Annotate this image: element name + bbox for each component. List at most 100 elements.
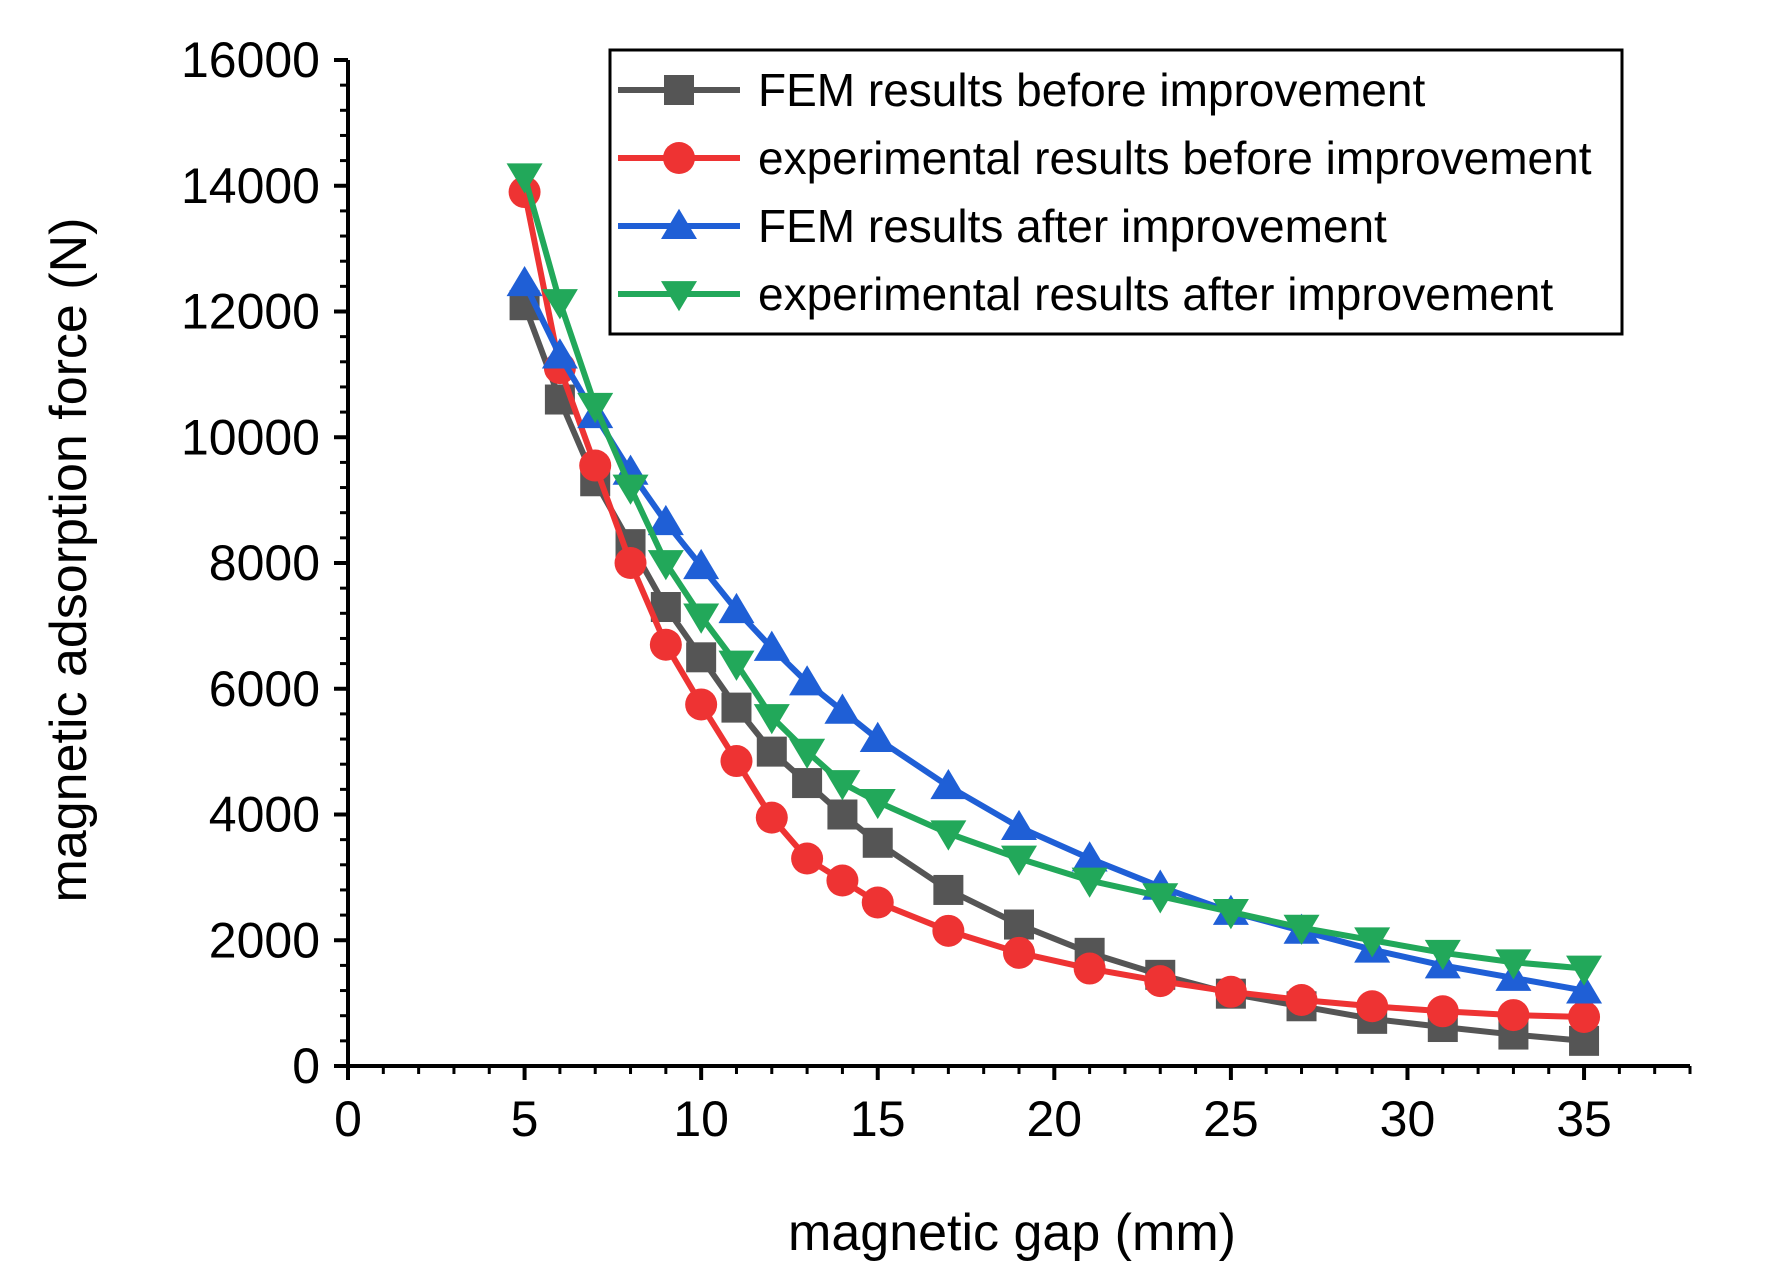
x-tick-label: 20 <box>1027 1091 1083 1147</box>
series-3-point <box>506 265 543 297</box>
y-tick-label: 8000 <box>209 535 320 591</box>
series-4-point <box>753 704 790 735</box>
series-3-point <box>753 630 790 661</box>
series-1-point <box>721 692 752 723</box>
series-4-point <box>824 770 861 801</box>
legend-item-2: experimental results before improvement <box>618 132 1592 184</box>
series-4-point <box>789 738 826 769</box>
legend-item-3: FEM results after improvement <box>618 200 1387 252</box>
series-1-point <box>1004 909 1034 940</box>
legend-item-1: FEM results before improvement <box>618 64 1425 116</box>
series-4-point <box>541 289 578 320</box>
series-4-point <box>506 163 543 194</box>
series-2-point <box>1003 936 1035 969</box>
series-3-point <box>930 768 967 800</box>
series-2-point <box>579 449 612 482</box>
series-4-point <box>718 650 755 681</box>
series-4-point <box>612 474 649 505</box>
x-tick-label: 25 <box>1203 1091 1259 1147</box>
series-4-point <box>1071 867 1108 898</box>
y-tick-label: 10000 <box>181 409 320 465</box>
series-2-point <box>932 914 965 947</box>
series-4-point <box>647 550 684 581</box>
legend-item-1-label: FEM results before improvement <box>758 64 1425 116</box>
series-group <box>506 163 1603 1056</box>
series-3-point <box>718 592 755 624</box>
series-4-point <box>1566 955 1603 986</box>
series-3-point <box>789 665 826 696</box>
series-4-point <box>1354 927 1391 958</box>
series-2-point <box>720 745 753 778</box>
series-2-point <box>1285 983 1318 1016</box>
series-4-point <box>1495 949 1532 980</box>
series-2-point <box>1568 1000 1601 1033</box>
series-3-point <box>1001 809 1037 841</box>
x-tick-label: 15 <box>850 1091 906 1147</box>
series-3-point <box>859 721 896 752</box>
x-tick-label: 10 <box>673 1091 729 1147</box>
series-4 <box>506 163 1603 986</box>
y-tick-label: 6000 <box>209 661 320 717</box>
legend-item-3-label: FEM results after improvement <box>758 200 1387 252</box>
x-axis-title: magnetic gap (mm) <box>788 1204 1236 1262</box>
x-tick-label: 5 <box>511 1091 539 1147</box>
series-2-point <box>1356 990 1389 1023</box>
legend-box <box>608 48 1624 336</box>
y-axis-title: magnetic adsorption force (N) <box>40 218 98 903</box>
series-3-point <box>647 504 684 536</box>
series-2-point <box>1144 965 1177 998</box>
series-4-point <box>1142 883 1179 914</box>
y-tick-label: 14000 <box>181 158 320 214</box>
legend-item-1-marker <box>664 75 694 105</box>
tick-marks <box>334 58 1692 1080</box>
series-3-point <box>683 548 720 580</box>
legend-item-4-marker <box>661 281 697 312</box>
series-2-point <box>1497 999 1530 1032</box>
y-tick-label: 16000 <box>181 32 320 88</box>
series-2 <box>508 176 1601 1033</box>
series-4-point <box>1001 845 1037 876</box>
legend-item-4-label: experimental results after improvement <box>758 268 1553 320</box>
series-1-point <box>792 768 823 799</box>
x-tick-label: 30 <box>1380 1091 1436 1147</box>
series-2-point <box>649 628 682 661</box>
series-4-point <box>859 788 896 820</box>
series-3-point <box>1566 973 1603 1004</box>
series-2-point <box>614 547 647 579</box>
series-1-point <box>686 642 717 673</box>
series-2-point <box>755 801 788 834</box>
series-3-point <box>541 338 578 369</box>
series-2-point <box>791 842 824 875</box>
series-2-point <box>861 886 894 919</box>
series-1-point <box>827 799 858 830</box>
series-4-point <box>1283 914 1320 945</box>
y-tick-label: 4000 <box>209 787 320 843</box>
series-2-point <box>1073 952 1106 985</box>
series-4-point <box>683 603 720 634</box>
series-4-point <box>1212 899 1249 930</box>
series-3-point <box>1071 841 1108 872</box>
x-tick-label: 35 <box>1556 1091 1612 1147</box>
tick-labels: 0 2000 4000 6000 8000 10000 12000 14000 16000 0 5 1… <box>181 32 1612 1147</box>
y-tick-label: 0 <box>292 1038 320 1094</box>
legend-item-2-label: experimental results before improvement <box>758 132 1592 184</box>
x-tick-label: 0 <box>334 1091 362 1147</box>
legend-item-4: experimental results after improvement <box>618 268 1553 320</box>
series-2-point <box>1426 995 1459 1028</box>
series-1-point <box>933 874 964 905</box>
legend: FEM results before improvement experiment… <box>608 48 1624 336</box>
series-1-point <box>756 736 787 767</box>
series-2-point <box>826 864 859 897</box>
series-4-point <box>1424 939 1461 971</box>
y-tick-label: 12000 <box>181 284 320 340</box>
legend-item-3-marker <box>661 208 697 239</box>
series-1-point <box>862 827 893 858</box>
series-2-point <box>685 688 718 721</box>
y-tick-label: 2000 <box>209 912 320 968</box>
legend-item-2-marker <box>663 142 695 174</box>
series-2-point <box>1214 975 1247 1008</box>
series-3-point <box>824 693 861 724</box>
series-4-point <box>930 820 967 851</box>
series-4-point <box>577 392 614 424</box>
